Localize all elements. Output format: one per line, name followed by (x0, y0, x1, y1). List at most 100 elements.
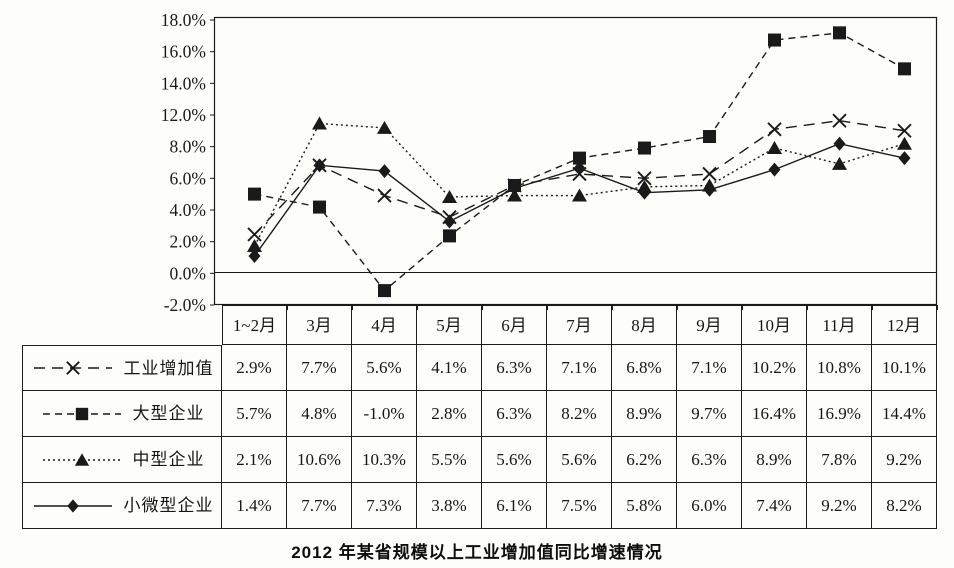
triangle-marker-icon (74, 452, 89, 466)
table-value-cell: 9.2% (872, 437, 937, 483)
square-marker-icon (75, 407, 88, 420)
table-value-cell: 7.1% (677, 345, 742, 391)
table-value-cell: 8.2% (872, 483, 937, 529)
table-value-cell: 16.9% (807, 391, 872, 437)
table-value-cell: 6.3% (482, 345, 547, 391)
cross-marker-icon (702, 166, 717, 182)
y-axis-label: 2.0% (170, 232, 206, 252)
cross-marker-icon (247, 227, 262, 242)
table-value-cell: 2.8% (417, 391, 482, 437)
table-value-cell: -1.0% (352, 391, 417, 437)
legend-cell: 中型企业 (22, 437, 222, 483)
series-name-label: 大型企业 (132, 404, 205, 423)
table-value-cell: 10.6% (287, 437, 352, 483)
month-header-cell: 7月 (547, 305, 612, 345)
table-value-cell: 10.1% (872, 345, 937, 391)
cross-marker-icon (767, 122, 782, 137)
month-header-cell: 8月 (612, 305, 677, 345)
triangle-marker-icon (767, 141, 782, 155)
y-axis-label: 8.0% (170, 137, 206, 157)
y-axis-label: 12.0% (161, 105, 206, 125)
square-marker-icon (443, 229, 456, 243)
table-value-cell: 7.8% (807, 437, 872, 483)
legend-cross-line-icon (33, 361, 112, 375)
table-value-cell: 4.8% (287, 391, 352, 437)
table-value-cell: 2.1% (222, 437, 287, 483)
square-marker-icon (898, 62, 911, 76)
table-value-cell: 14.4% (872, 391, 937, 437)
diamond-marker-icon (638, 185, 651, 200)
triangle-marker-icon (312, 116, 327, 130)
table-value-cell: 3.8% (417, 483, 482, 529)
series-name-label: 小微型企业 (123, 496, 214, 515)
table-value-cell: 8.2% (547, 391, 612, 437)
table-value-cell: 7.7% (287, 483, 352, 529)
table-value-cell: 7.5% (547, 483, 612, 529)
diamond-marker-icon (378, 164, 391, 179)
legend-diamond-line-icon (33, 498, 112, 513)
triangle-marker-icon (572, 188, 587, 202)
cross-marker-icon (897, 123, 912, 138)
table-value-cell: 8.9% (612, 391, 677, 437)
diamond-marker-icon (66, 498, 79, 513)
triangle-marker-icon (442, 190, 457, 203)
table-value-cell: 10.8% (807, 345, 872, 391)
table-value-cell: 6.3% (482, 391, 547, 437)
table-corner-spacer (22, 305, 222, 345)
table-value-cell: 8.9% (742, 437, 807, 483)
table-value-cell: 7.7% (287, 345, 352, 391)
table-value-cell: 6.3% (677, 437, 742, 483)
cross-marker-icon (637, 171, 652, 186)
table-value-cell: 5.5% (417, 437, 482, 483)
diamond-marker-icon (573, 161, 586, 176)
triangle-marker-icon (247, 238, 262, 252)
table-value-cell: 6.0% (677, 483, 742, 529)
data-table: 1~2月 3月 4月 5月 6月 7月 8月 9月 10月 11月 12月 工业增加值 2.9% 7.7%… (22, 305, 937, 529)
series-line-2 (253, 122, 905, 247)
month-header-cell: 4月 (352, 305, 417, 345)
diamond-marker-icon (248, 249, 261, 264)
square-marker-icon (768, 33, 781, 47)
month-header-cell: 11月 (807, 305, 872, 345)
table-value-cell: 5.6% (352, 345, 417, 391)
legend-square-line-icon (42, 407, 121, 420)
legend-triangle-line-icon (42, 452, 121, 466)
triangle-marker-icon (832, 156, 847, 170)
legend-cell: 小微型企业 (22, 483, 222, 529)
y-axis-label: 0.0% (170, 263, 206, 283)
table-value-cell: 16.4% (742, 391, 807, 437)
month-header-cell: 12月 (872, 305, 937, 345)
diamond-marker-icon (768, 162, 781, 177)
table-value-cell: 1.4% (222, 483, 287, 529)
square-marker-icon (833, 26, 846, 40)
month-header-cell: 9月 (677, 305, 742, 345)
legend-cell: 工业增加值 (22, 345, 222, 391)
table-value-cell: 4.1% (417, 345, 482, 391)
table-value-cell: 9.2% (807, 483, 872, 529)
table-value-cell: 5.6% (547, 437, 612, 483)
table-value-cell: 5.8% (612, 483, 677, 529)
line-chart: 18.0% 16.0% 14.0% 12.0% 8.0% 6.0% 4.0% 2.0% 0.0%… (161, 10, 938, 312)
square-marker-icon (573, 151, 586, 165)
y-axis-label: 18.0% (161, 10, 206, 30)
triangle-marker-icon (897, 136, 912, 150)
series-name-label: 中型企业 (132, 450, 205, 469)
diamond-marker-icon (508, 181, 521, 196)
table-value-cell: 5.6% (482, 437, 547, 483)
month-header-cell: 1~2月 (222, 305, 287, 345)
table-value-cell: 6.8% (612, 345, 677, 391)
month-header-cell: 10月 (742, 305, 807, 345)
y-axis-label: 6.0% (170, 168, 206, 188)
square-marker-icon (313, 200, 326, 214)
table-value-cell: 7.4% (742, 483, 807, 529)
cross-marker-icon (377, 188, 392, 203)
diamond-marker-icon (313, 158, 326, 173)
diamond-marker-icon (443, 214, 456, 229)
table-value-cell: 7.3% (352, 483, 417, 529)
square-marker-icon (703, 130, 716, 144)
table-value-cell: 2.9% (222, 345, 287, 391)
y-axis-label: 14.0% (161, 73, 206, 93)
square-marker-icon (638, 141, 651, 155)
month-header-cell: 3月 (287, 305, 352, 345)
